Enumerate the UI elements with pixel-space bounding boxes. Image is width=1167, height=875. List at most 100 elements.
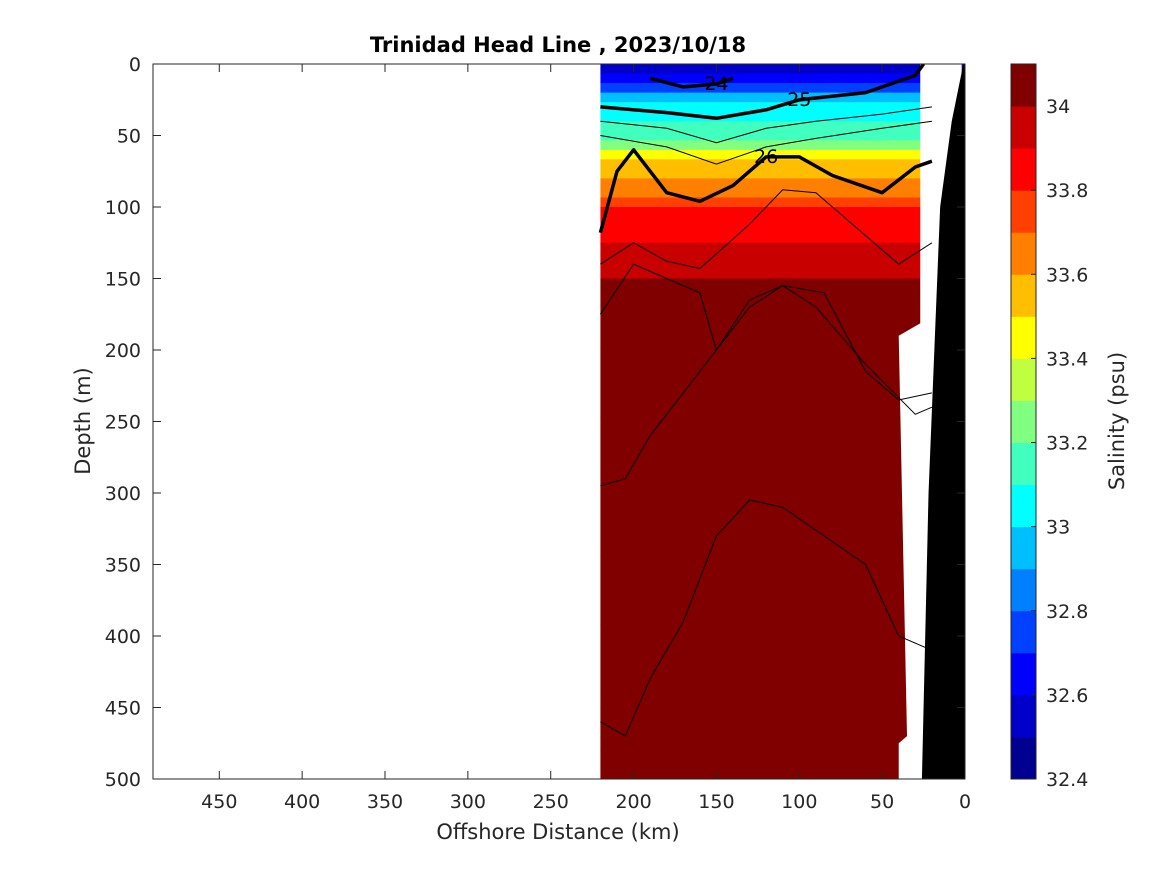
colorbar-tick-label: 32.4 (1046, 769, 1088, 791)
x-tick-label: 400 (284, 791, 320, 813)
density-contour-thin (600, 120, 932, 165)
salinity-band (600, 68, 965, 75)
x-tick-label: 0 (959, 791, 971, 813)
density-contour-thin (599, 263, 933, 401)
salinity-band (600, 87, 965, 94)
x-tick-label: 100 (781, 791, 817, 813)
chart-title: Trinidad Head Line , 2023/10/18 (370, 33, 746, 57)
salinity-band (600, 254, 965, 268)
salinity-band (600, 266, 965, 280)
y-tick-label: 100 (105, 197, 141, 219)
x-tick-label: 250 (533, 791, 569, 813)
colorbar-tick-label: 33.2 (1046, 433, 1088, 455)
colorbar-tick-label: 32.8 (1046, 601, 1088, 623)
salinity-band (600, 230, 965, 244)
contour-label-26: 26 (754, 146, 778, 168)
density-contour-thin (600, 499, 933, 737)
colorbar-swatch (1011, 148, 1036, 191)
land-mask (921, 64, 965, 779)
colorbar-swatch (1011, 190, 1036, 233)
salinity-band (600, 159, 965, 170)
salinity-band (600, 73, 965, 79)
salinity-band (600, 111, 965, 122)
y-tick-label: 450 (105, 698, 141, 720)
colorbar-swatch (1011, 106, 1036, 149)
colorbar-swatch (1011, 274, 1036, 317)
x-tick-label: 350 (367, 791, 403, 813)
plot-area: 24 25 26 (152, 63, 966, 780)
salinity-band (600, 764, 965, 779)
colorbar-tick-label: 33.6 (1046, 264, 1088, 286)
colorbar-swatch (1011, 400, 1036, 444)
colorbar-swatch (1011, 64, 1036, 107)
y-axis: 0 50 100 150 200 250 300 350 400 450 500 (105, 54, 965, 791)
y-tick-label: 350 (105, 555, 141, 577)
salinity-band (600, 750, 965, 766)
salinity-band (600, 140, 965, 151)
salinity-band (600, 64, 965, 70)
x-tick-label: 50 (870, 791, 894, 813)
y-axis-label: Depth (m) (71, 367, 95, 474)
density-contour-25 (600, 64, 926, 121)
density-contour-thin (600, 285, 933, 487)
salinity-band (600, 149, 965, 160)
y-tick-label: 0 (129, 54, 141, 76)
x-tick-label: 150 (698, 791, 734, 813)
colorbar-swatch (1011, 442, 1036, 486)
y-tick-label: 500 (105, 769, 141, 791)
contour-label-25: 25 (787, 89, 811, 111)
colorbar-swatch (1011, 526, 1036, 570)
seafloor-white (898, 321, 924, 779)
salinity-band (600, 707, 965, 723)
colorbar-swatch (1011, 316, 1036, 359)
salinity-band (600, 92, 965, 103)
colorbar-swatch (1011, 736, 1036, 780)
x-axis: 450 400 350 300 250 200 150 100 50 0 (201, 64, 971, 813)
colorbar-frame (1010, 63, 1037, 780)
y-tick-label: 50 (117, 126, 141, 148)
colorbar-swatch (1011, 232, 1036, 275)
x-axis-label: Offshore Distance (km) (436, 820, 679, 844)
salinity-band (600, 187, 965, 199)
salinity-band (600, 736, 965, 751)
colorbar-tick-label: 33.4 (1046, 348, 1088, 370)
salinity-band (600, 102, 965, 113)
y-tick-label: 400 (105, 626, 141, 648)
colorbar-swatch (1011, 694, 1036, 738)
salinity-band (600, 130, 965, 141)
x-tick-label: 450 (201, 791, 237, 813)
colorbar-swatch (1011, 484, 1036, 528)
salinity-band (600, 693, 965, 709)
colorbar-swatch (1011, 358, 1036, 401)
salinity-band (600, 178, 965, 189)
contour-label-24: 24 (704, 73, 728, 95)
colorbar-swatch (1011, 568, 1036, 612)
y-tick-label: 200 (105, 340, 141, 362)
salinity-band (600, 207, 965, 220)
density-contour-26 (598, 148, 933, 234)
colorbar-swatch (1011, 610, 1036, 654)
colorbar: 32.4 32.6 32.8 33 33.2 33.4 33.6 33.8 34 (1010, 63, 1088, 791)
density-contour-24 (649, 76, 734, 89)
colorbar-swatch (1011, 652, 1036, 696)
salinity-band (600, 168, 965, 179)
colorbar-tick-label: 33 (1046, 517, 1070, 539)
y-tick-label: 300 (105, 483, 141, 505)
density-contour-thin (600, 189, 933, 270)
y-tick-label: 250 (105, 412, 141, 434)
x-tick-label: 300 (450, 791, 486, 813)
colorbar-tick-label: 33.8 (1046, 180, 1088, 202)
colorbar-tick-label: 34 (1046, 96, 1070, 118)
density-contour-thin (600, 106, 932, 144)
x-tick-label: 200 (615, 791, 651, 813)
salinity-band (600, 218, 965, 232)
salinity-band (600, 197, 965, 208)
salinity-band (600, 721, 965, 737)
colorbar-label: Salinity (psu) (1105, 352, 1129, 490)
y-tick-label: 150 (105, 269, 141, 291)
salinity-band (600, 78, 965, 84)
colorbar-tick-label: 32.6 (1046, 685, 1088, 707)
salinity-band (600, 242, 965, 256)
salinity-band (600, 83, 965, 89)
